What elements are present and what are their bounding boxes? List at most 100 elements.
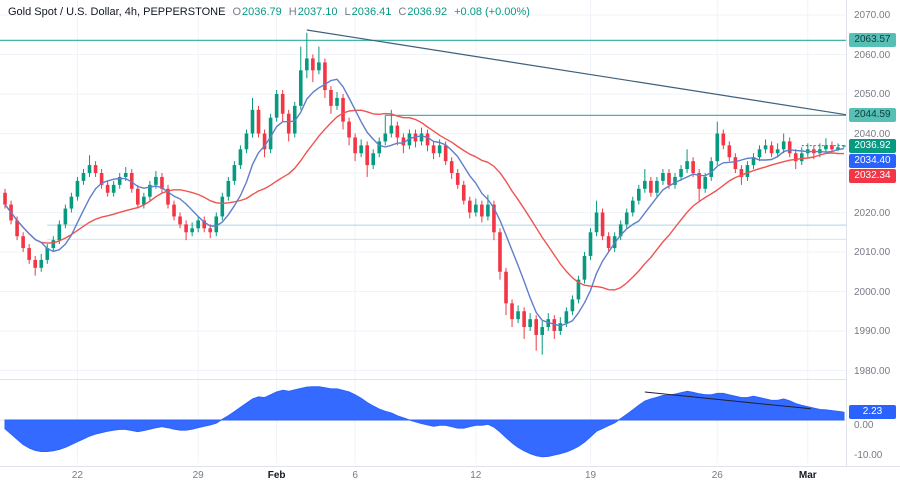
candle-body	[842, 145, 846, 147]
candle-body	[166, 188, 170, 205]
candle-body	[292, 105, 297, 134]
candle-body	[624, 212, 629, 225]
candle-body	[208, 228, 213, 233]
candle-body	[123, 173, 128, 177]
candle-body	[643, 180, 647, 189]
ohlc-open-value: 2036.79	[242, 6, 282, 18]
candle-body	[154, 176, 158, 185]
candle-body	[3, 192, 7, 205]
candle-body	[178, 216, 182, 225]
candle-body	[63, 208, 68, 225]
candle-body	[824, 145, 828, 150]
price-badge: 2032.34	[849, 168, 896, 183]
candle-body	[244, 133, 249, 150]
candle-body	[226, 180, 231, 197]
trendline	[644, 391, 811, 410]
candle-body	[528, 319, 532, 328]
ohlc-low-value: 2036.41	[351, 6, 392, 18]
candle-body	[196, 220, 200, 229]
symbol-legend: Gold Spot / U.S. Dollar, 4h, PEPPERSTONE…	[8, 6, 530, 18]
price-tick-label: 1980.00	[854, 365, 891, 377]
time-axis[interactable]: 22 29 Feb 6 12 19 26 Mar	[0, 466, 900, 485]
candle-body	[504, 271, 508, 304]
indicator-tick-label: 0.00	[854, 420, 874, 432]
ohlc-high-value: 2037.10	[297, 6, 338, 18]
candle-body	[480, 204, 484, 217]
candle-body	[323, 62, 327, 91]
candle-body	[129, 173, 134, 189]
candle-body	[305, 58, 309, 71]
candle-body	[630, 200, 635, 213]
candle-body	[836, 147, 840, 150]
candle-body	[685, 161, 689, 170]
candle-body	[618, 224, 623, 237]
candle-body	[353, 137, 357, 154]
candle-body	[600, 212, 605, 237]
candle-body	[667, 173, 671, 185]
candle-body	[576, 279, 581, 300]
price-axis[interactable]: 2070.00 2060.00 2050.00 2040.00 2020.00 2010.…	[846, 0, 900, 466]
price-tick-label: 2040.00	[854, 128, 891, 140]
candle-body	[799, 153, 804, 162]
candle-body	[45, 248, 50, 260]
ohlc-high: H 2037.10	[289, 6, 338, 18]
candle-body	[371, 153, 376, 166]
candle-body	[383, 133, 388, 142]
candle-body	[516, 311, 520, 320]
candle-body	[715, 133, 720, 162]
candle-body	[492, 204, 496, 233]
candle-body	[461, 184, 466, 201]
candle-body	[365, 145, 369, 166]
price-tick-label: 2070.00	[854, 10, 891, 21]
candle-body	[311, 58, 315, 71]
pane-divider[interactable]	[0, 379, 846, 380]
candle-body	[335, 97, 339, 106]
candle-body	[69, 196, 74, 209]
candle-body	[691, 161, 695, 173]
candle-body	[172, 204, 176, 217]
candle-body	[709, 161, 714, 177]
candle-body	[238, 149, 243, 166]
candle-body	[763, 145, 768, 150]
indicator-tick-label: -10.00	[854, 450, 883, 461]
candle-body	[739, 169, 744, 177]
candle-body	[606, 236, 611, 249]
ma-slow-line	[4, 109, 845, 291]
candle-body	[117, 176, 122, 185]
candle-body	[588, 232, 593, 256]
candle-body	[341, 97, 345, 122]
candle-body	[274, 94, 279, 118]
candle-body	[703, 176, 707, 189]
candle-body	[419, 133, 424, 142]
candle-body	[286, 113, 291, 134]
candle-body	[594, 212, 599, 233]
candle-body	[389, 125, 394, 134]
candle-body	[564, 311, 569, 324]
candle-body	[105, 184, 110, 193]
ohlc-low: L 2036.41	[345, 6, 392, 18]
price-tick-label: 2060.00	[854, 49, 891, 61]
candle-body	[649, 180, 653, 193]
candle-body	[214, 216, 219, 233]
candle-body	[148, 184, 152, 197]
symbol-title[interactable]: Gold Spot / U.S. Dollar, 4h, PEPPERSTONE	[8, 6, 226, 18]
candle-body	[751, 157, 756, 166]
candle-body	[570, 299, 575, 312]
indicator-area	[4, 386, 845, 458]
candle-body	[317, 62, 321, 71]
candle-body	[33, 259, 37, 268]
price-change: +0.08 (+0.00%)	[454, 6, 530, 18]
candle-body	[498, 232, 502, 272]
candle-body	[721, 133, 726, 146]
candle-body	[443, 145, 448, 162]
time-label: 29	[192, 470, 204, 481]
candle-body	[93, 165, 98, 173]
candle-body	[425, 133, 430, 146]
candle-body	[745, 165, 750, 177]
candle-body	[280, 94, 285, 114]
candle-body	[268, 117, 273, 150]
candle-body	[775, 149, 780, 154]
candle-body	[510, 303, 514, 320]
chart-canvas[interactable]	[0, 0, 846, 466]
candle-body	[232, 165, 237, 181]
